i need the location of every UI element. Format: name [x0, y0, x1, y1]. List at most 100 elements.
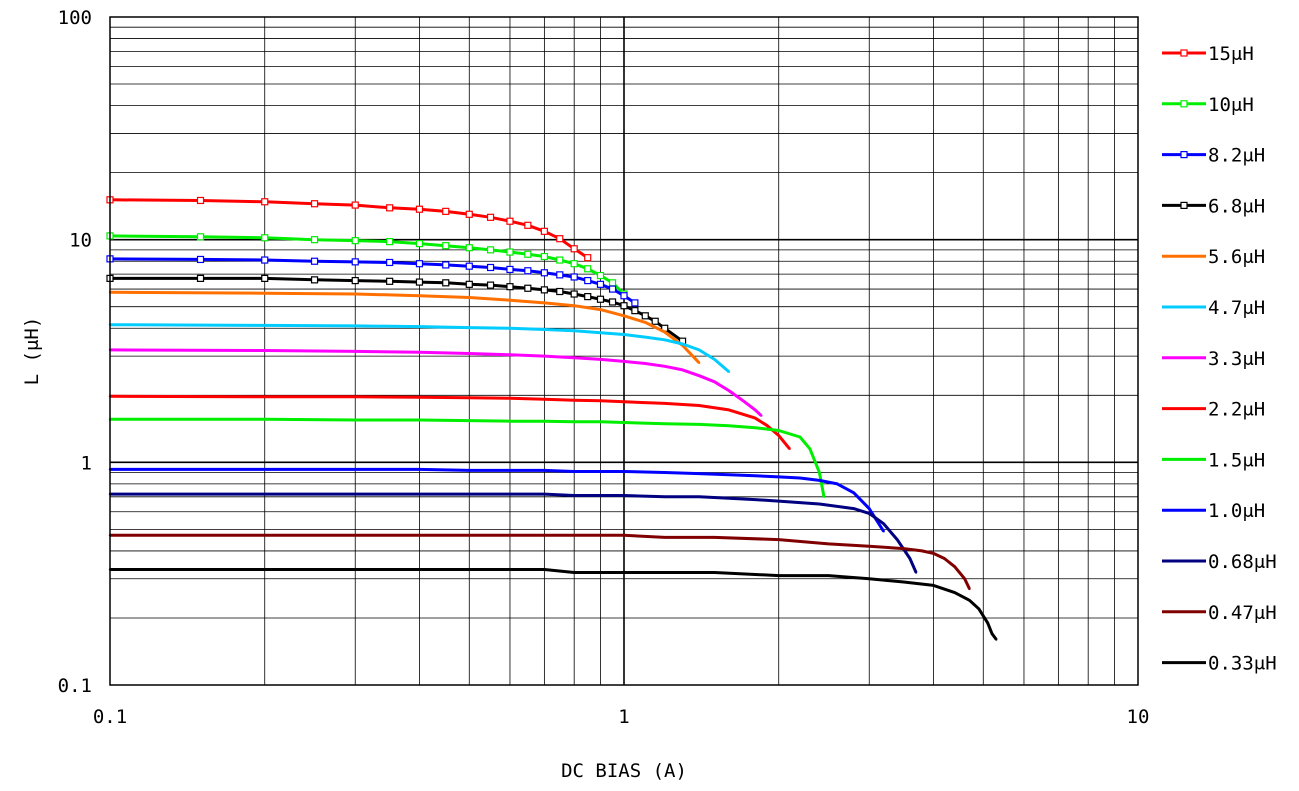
data-point: [418, 468, 421, 471]
data-point: [508, 469, 512, 472]
series-line: [110, 533, 971, 590]
data-point: [506, 248, 514, 256]
data-point: [310, 276, 319, 284]
data-point: [663, 536, 666, 539]
data-point: [468, 296, 471, 299]
data-point: [754, 416, 757, 420]
data-point: [713, 571, 716, 574]
data-point: [351, 258, 359, 266]
data-point: [777, 499, 780, 503]
data-point: [506, 265, 514, 274]
data-point: [572, 356, 576, 359]
series-line: [110, 492, 918, 574]
data-point: [418, 294, 421, 297]
data-point: [508, 492, 512, 496]
data-point: [713, 358, 716, 361]
data-point: [977, 607, 980, 610]
data-point: [508, 568, 512, 571]
data-point: [556, 256, 564, 264]
data-point: [263, 349, 266, 352]
data-point: [697, 495, 701, 499]
data-point: [818, 502, 821, 506]
data-point: [196, 255, 205, 264]
data-point: [754, 474, 757, 478]
data-point: [543, 354, 546, 358]
legend-marker: [1180, 151, 1188, 159]
data-point: [572, 304, 576, 307]
data-point: [351, 201, 359, 209]
data-point: [608, 298, 617, 306]
data-point: [351, 237, 359, 245]
data-point: [468, 469, 471, 472]
data-point: [599, 534, 602, 537]
data-point: [798, 435, 802, 439]
data-point: [354, 350, 357, 353]
legend-label: 3.3μH: [1208, 348, 1265, 370]
data-point: [465, 280, 473, 288]
data-point: [599, 494, 602, 497]
data-point: [263, 291, 266, 295]
data-point: [354, 418, 357, 422]
data-point: [486, 246, 495, 254]
data-point: [663, 471, 666, 474]
data-point: [486, 213, 495, 221]
data-point: [556, 287, 564, 296]
data-point: [727, 389, 731, 392]
data-point: [354, 568, 357, 571]
data-point: [599, 470, 602, 473]
data-point: [386, 277, 394, 285]
data-point: [263, 324, 266, 327]
data-point: [608, 279, 617, 287]
data-point: [524, 284, 532, 292]
x-tick-label: 1: [618, 706, 629, 728]
data-point: [596, 295, 605, 303]
data-point: [827, 542, 830, 546]
data-point: [754, 498, 757, 501]
data-point: [354, 492, 357, 496]
data-point: [968, 587, 971, 591]
data-point: [777, 429, 780, 432]
data-point: [418, 396, 421, 399]
data-point: [468, 568, 471, 571]
data-point: [596, 271, 605, 280]
data-point: [570, 273, 578, 281]
data-point: [196, 274, 205, 282]
legend-label: 8.2μH: [1208, 145, 1265, 167]
data-point: [622, 494, 626, 497]
data-point: [663, 338, 666, 342]
data-point: [418, 568, 421, 571]
data-point: [508, 327, 512, 330]
data-point: [508, 397, 512, 400]
data-point: [468, 396, 471, 399]
series-line: [109, 234, 626, 296]
data-point: [727, 408, 731, 412]
data-point: [584, 293, 592, 301]
data-point: [572, 494, 576, 497]
data-point: [651, 317, 659, 325]
data-point: [663, 330, 666, 334]
data-point: [622, 470, 626, 473]
legend-label: 0.47μH: [1208, 602, 1277, 624]
data-point: [663, 365, 666, 368]
data-point: [622, 534, 626, 537]
data-point: [963, 577, 966, 580]
y-tick-label: 1: [81, 452, 92, 474]
data-point: [852, 507, 856, 510]
data-point: [990, 632, 994, 635]
plot-series: [106, 196, 998, 641]
data-point: [556, 235, 564, 243]
data-point: [442, 279, 450, 287]
data-point: [418, 325, 421, 328]
data-point: [468, 419, 471, 422]
data-point: [263, 534, 266, 537]
data-point: [540, 252, 548, 261]
data-point: [572, 470, 576, 473]
data-point: [620, 292, 628, 300]
data-point: [697, 361, 701, 364]
data-point: [760, 414, 763, 417]
series-line: [110, 568, 998, 641]
data-point: [741, 399, 744, 402]
data-point: [827, 574, 830, 577]
data-point: [263, 492, 266, 496]
